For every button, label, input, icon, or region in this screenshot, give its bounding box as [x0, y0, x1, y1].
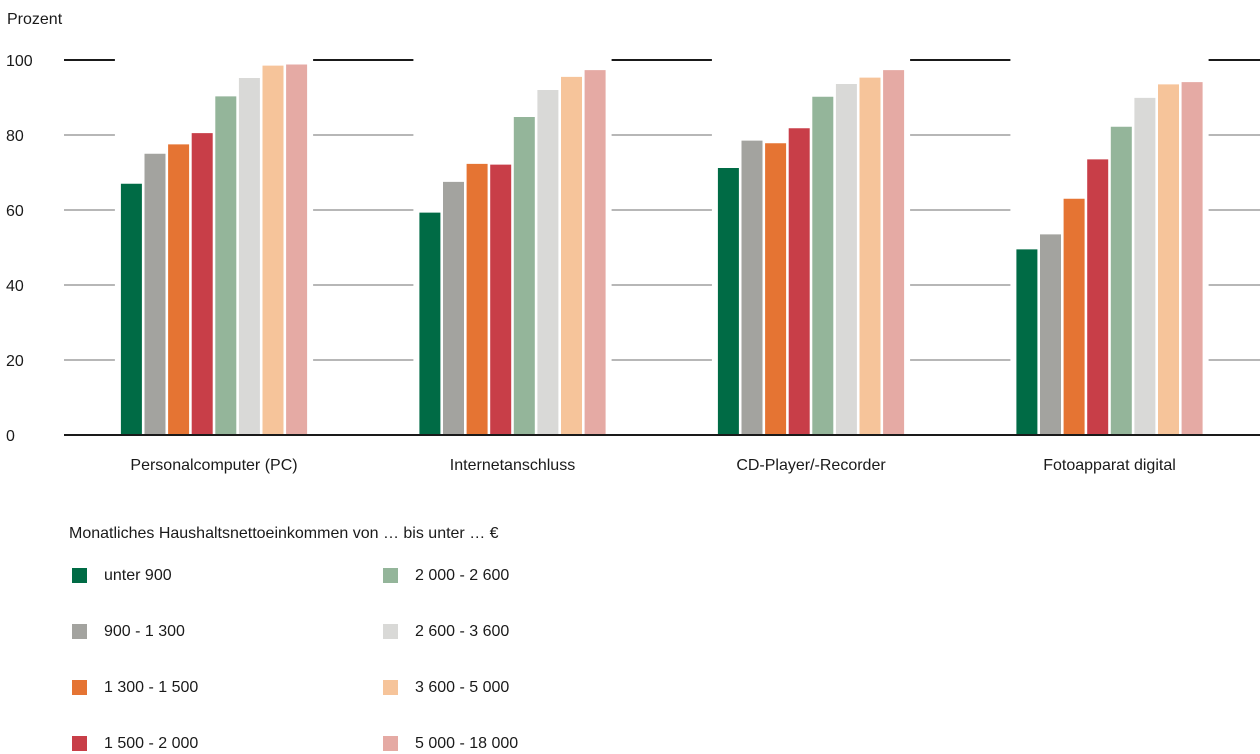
x-category-labels: Personalcomputer (PC) Internetanschluss CD…: [130, 457, 1175, 474]
bar: [1063, 198, 1085, 435]
bar: [1181, 82, 1203, 435]
bar: [765, 143, 787, 435]
bar: [419, 212, 441, 435]
legend-label: 1 300 - 1 500: [104, 679, 199, 696]
bar: [490, 164, 512, 435]
bar: [584, 70, 606, 435]
bars: [64, 50, 1260, 436]
bar: [1040, 234, 1061, 435]
bar: [812, 96, 834, 435]
legend-swatch: [383, 736, 398, 751]
legend-label: unter 900: [104, 567, 172, 584]
bar: [168, 144, 190, 435]
bar: [1158, 84, 1179, 435]
legend-label: 1 500 - 2 000: [104, 735, 199, 752]
legend-label: 2 600 - 3 600: [415, 623, 510, 640]
bar: [215, 96, 237, 435]
legend-label: 3 600 - 5 000: [415, 679, 510, 696]
y-tick-label: 100: [6, 53, 33, 70]
y-tick-labels: 0 20 40 60 80 100: [6, 53, 33, 445]
legend-label: 2 000 - 2 600: [415, 567, 510, 584]
bar: [443, 181, 464, 435]
legend-swatch: [72, 736, 87, 751]
legend-swatch: [72, 680, 87, 695]
bar: [513, 117, 535, 435]
bar: [1087, 159, 1109, 435]
bar: [717, 168, 739, 435]
bar: [1110, 126, 1132, 435]
legend-title: Monatliches Haushaltsnettoeinkommen von …: [69, 525, 499, 542]
bar: [120, 183, 142, 435]
x-tick-label: Internetanschluss: [450, 457, 575, 474]
legend-swatch: [72, 568, 87, 583]
bar-chart: Prozent 0 20 40 60 80 100 Personalcomputer (P…: [6, 11, 1260, 474]
bar: [466, 163, 488, 435]
bar: [788, 128, 810, 435]
x-tick-label: Personalcomputer (PC): [130, 457, 297, 474]
legend-label: 900 - 1 300: [104, 623, 185, 640]
bar: [1016, 249, 1038, 435]
legend-swatch: [383, 624, 398, 639]
y-axis-label: Prozent: [7, 11, 63, 28]
x-tick-label: CD-Player/-Recorder: [736, 457, 886, 474]
y-tick-label: 20: [6, 353, 24, 370]
y-tick-label: 0: [6, 428, 15, 445]
bar: [1134, 97, 1156, 435]
bar: [262, 65, 284, 435]
bar: [741, 140, 763, 435]
bar: [286, 64, 308, 435]
x-tick-label: Fotoapparat digital: [1043, 457, 1176, 474]
y-tick-label: 80: [6, 128, 24, 145]
bar: [537, 90, 559, 435]
legend-swatch: [383, 568, 398, 583]
legend-swatch: [383, 680, 398, 695]
y-tick-label: 40: [6, 278, 24, 295]
bar: [859, 77, 881, 435]
y-tick-label: 60: [6, 203, 24, 220]
bar: [191, 133, 213, 435]
bar: [238, 78, 260, 435]
legend-label: 5 000 - 18 000: [415, 735, 519, 752]
legend-swatch: [72, 624, 87, 639]
bar: [144, 153, 166, 435]
bar: [883, 70, 905, 435]
bar: [835, 84, 857, 435]
bar: [561, 76, 582, 435]
